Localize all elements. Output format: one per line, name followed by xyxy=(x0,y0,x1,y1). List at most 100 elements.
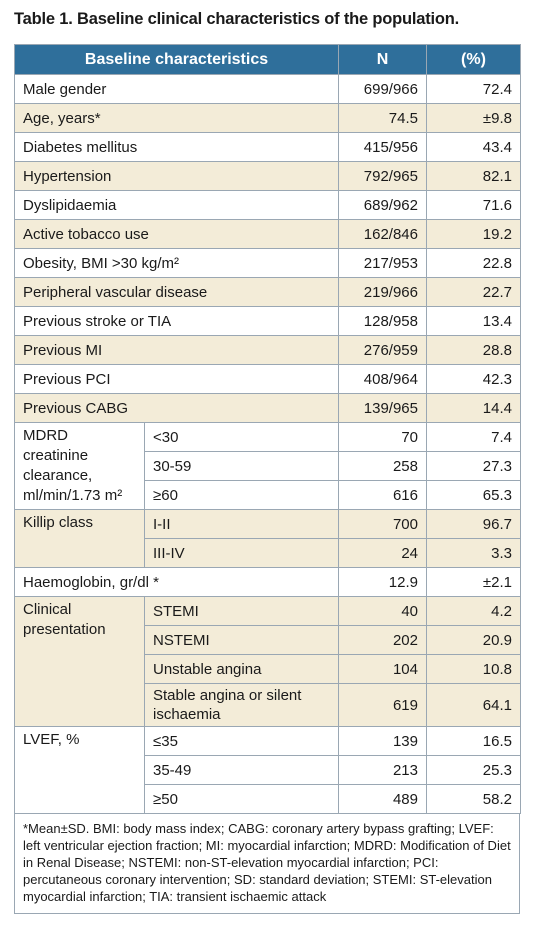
row-label: Hypertension xyxy=(14,161,339,191)
row-pct: 82.1 xyxy=(426,161,521,191)
header-pct: (%) xyxy=(426,44,521,75)
row-n: 139 xyxy=(338,726,427,756)
row-label: Previous CABG xyxy=(14,393,339,423)
header-row: Baseline characteristics N (%) xyxy=(14,44,521,75)
row-n: 415/956 xyxy=(338,132,427,162)
table-row: ≥50 489 58.2 xyxy=(15,784,521,814)
row-n: 408/964 xyxy=(338,364,427,394)
row-pct: 10.8 xyxy=(426,654,521,684)
table-row: NSTEMI 202 20.9 xyxy=(15,625,521,655)
group-label-lvef: LVEF, % xyxy=(14,726,145,814)
table-caption: Table 1. Baseline clinical characteristi… xyxy=(14,10,460,28)
table-row: 30-59 258 27.3 xyxy=(15,451,521,481)
row-n: 104 xyxy=(338,654,427,684)
row-n: 616 xyxy=(338,480,427,510)
table-footnote: *Mean±SD. BMI: body mass index; CABG: co… xyxy=(14,814,520,914)
table-row: Stable angina or silent ischaemia 619 64… xyxy=(15,683,521,727)
row-sublabel: <30 xyxy=(144,422,339,452)
row-pct: 7.4 xyxy=(426,422,521,452)
row-pct: 25.3 xyxy=(426,755,521,785)
row-sublabel: STEMI xyxy=(144,596,339,626)
header-n: N xyxy=(338,44,427,75)
row-n: 792/965 xyxy=(338,161,427,191)
row-pct: 22.7 xyxy=(426,277,521,307)
row-pct: 4.2 xyxy=(426,596,521,626)
row-pct: 72.4 xyxy=(426,74,521,104)
table-row: Age, years* 74.5 ±9.8 xyxy=(14,103,521,133)
table-row: LVEF, % ≤35 139 16.5 xyxy=(14,726,521,814)
row-label: Obesity, BMI >30 kg/m² xyxy=(14,248,339,278)
row-label: Male gender xyxy=(14,74,339,104)
row-n: 12.9 xyxy=(338,567,427,597)
row-label: Peripheral vascular disease xyxy=(14,277,339,307)
row-sublabel: 30-59 xyxy=(144,451,339,481)
row-n: 139/965 xyxy=(338,393,427,423)
row-sublabel: I-II xyxy=(144,509,339,539)
row-n: 689/962 xyxy=(338,190,427,220)
row-n: 619 xyxy=(338,683,427,727)
table-row: Killip class I-II 700 96.7 xyxy=(14,509,521,568)
row-pct: 71.6 xyxy=(426,190,521,220)
row-sublabel: III-IV xyxy=(144,538,339,568)
row-pct: 19.2 xyxy=(426,219,521,249)
row-pct: 43.4 xyxy=(426,132,521,162)
table-row: Haemoglobin, gr/dl * 12.9 ±2.1 xyxy=(14,567,521,597)
row-n: 219/966 xyxy=(338,277,427,307)
row-pct: 14.4 xyxy=(426,393,521,423)
table-row: Peripheral vascular disease 219/966 22.7 xyxy=(14,277,521,307)
row-label: Dyslipidaemia xyxy=(14,190,339,220)
table-row: Dyslipidaemia 689/962 71.6 xyxy=(14,190,521,220)
row-sublabel: ≤35 xyxy=(144,726,339,756)
row-n: 700 xyxy=(338,509,427,539)
table-row: ≥60 616 65.3 xyxy=(15,480,521,510)
row-sublabel: ≥60 xyxy=(144,480,339,510)
table-row: MDRD creatinine clearance, ml/min/1.73 m… xyxy=(14,422,521,510)
table-row: 35-49 213 25.3 xyxy=(15,755,521,785)
table-row: Previous PCI 408/964 42.3 xyxy=(14,364,521,394)
row-n: 74.5 xyxy=(338,103,427,133)
row-pct: 27.3 xyxy=(426,451,521,481)
table-row: III-IV 24 3.3 xyxy=(15,538,521,568)
row-n: 162/846 xyxy=(338,219,427,249)
table-row: Previous stroke or TIA 128/958 13.4 xyxy=(14,306,521,336)
group-label-mdrd: MDRD creatinine clearance, ml/min/1.73 m… xyxy=(14,422,145,510)
row-pct: 16.5 xyxy=(426,726,521,756)
row-pct: 3.3 xyxy=(426,538,521,568)
row-n: 258 xyxy=(338,451,427,481)
row-n: 24 xyxy=(338,538,427,568)
row-pct: 22.8 xyxy=(426,248,521,278)
row-pct: 96.7 xyxy=(426,509,521,539)
table-row: Clinical presentation STEMI 40 4.2 xyxy=(14,596,521,727)
row-n: 699/966 xyxy=(338,74,427,104)
table-row: Diabetes mellitus 415/956 43.4 xyxy=(14,132,521,162)
row-n: 213 xyxy=(338,755,427,785)
row-pct: 28.8 xyxy=(426,335,521,365)
row-pct: 65.3 xyxy=(426,480,521,510)
row-pct: ±2.1 xyxy=(426,567,521,597)
row-sublabel: Stable angina or silent ischaemia xyxy=(144,683,339,727)
row-pct: 64.1 xyxy=(426,683,521,727)
row-label: Previous stroke or TIA xyxy=(14,306,339,336)
table-row: Hypertension 792/965 82.1 xyxy=(14,161,521,191)
row-sublabel: 35-49 xyxy=(144,755,339,785)
row-n: 276/959 xyxy=(338,335,427,365)
table-row: Male gender 699/966 72.4 xyxy=(14,74,521,104)
row-n: 217/953 xyxy=(338,248,427,278)
row-sublabel: ≥50 xyxy=(144,784,339,814)
table-row: Previous CABG 139/965 14.4 xyxy=(14,393,521,423)
row-label: Active tobacco use xyxy=(14,219,339,249)
row-pct: ±9.8 xyxy=(426,103,521,133)
row-n: 40 xyxy=(338,596,427,626)
row-n: 489 xyxy=(338,784,427,814)
row-pct: 42.3 xyxy=(426,364,521,394)
row-n: 70 xyxy=(338,422,427,452)
row-label: Diabetes mellitus xyxy=(14,132,339,162)
row-sublabel: NSTEMI xyxy=(144,625,339,655)
baseline-characteristics-table: Baseline characteristics N (%) Male gend… xyxy=(14,44,521,814)
row-label: Haemoglobin, gr/dl * xyxy=(14,567,339,597)
table-row: Unstable angina 104 10.8 xyxy=(15,654,521,684)
row-n: 202 xyxy=(338,625,427,655)
row-label: Previous PCI xyxy=(14,364,339,394)
row-label: Previous MI xyxy=(14,335,339,365)
row-pct: 13.4 xyxy=(426,306,521,336)
